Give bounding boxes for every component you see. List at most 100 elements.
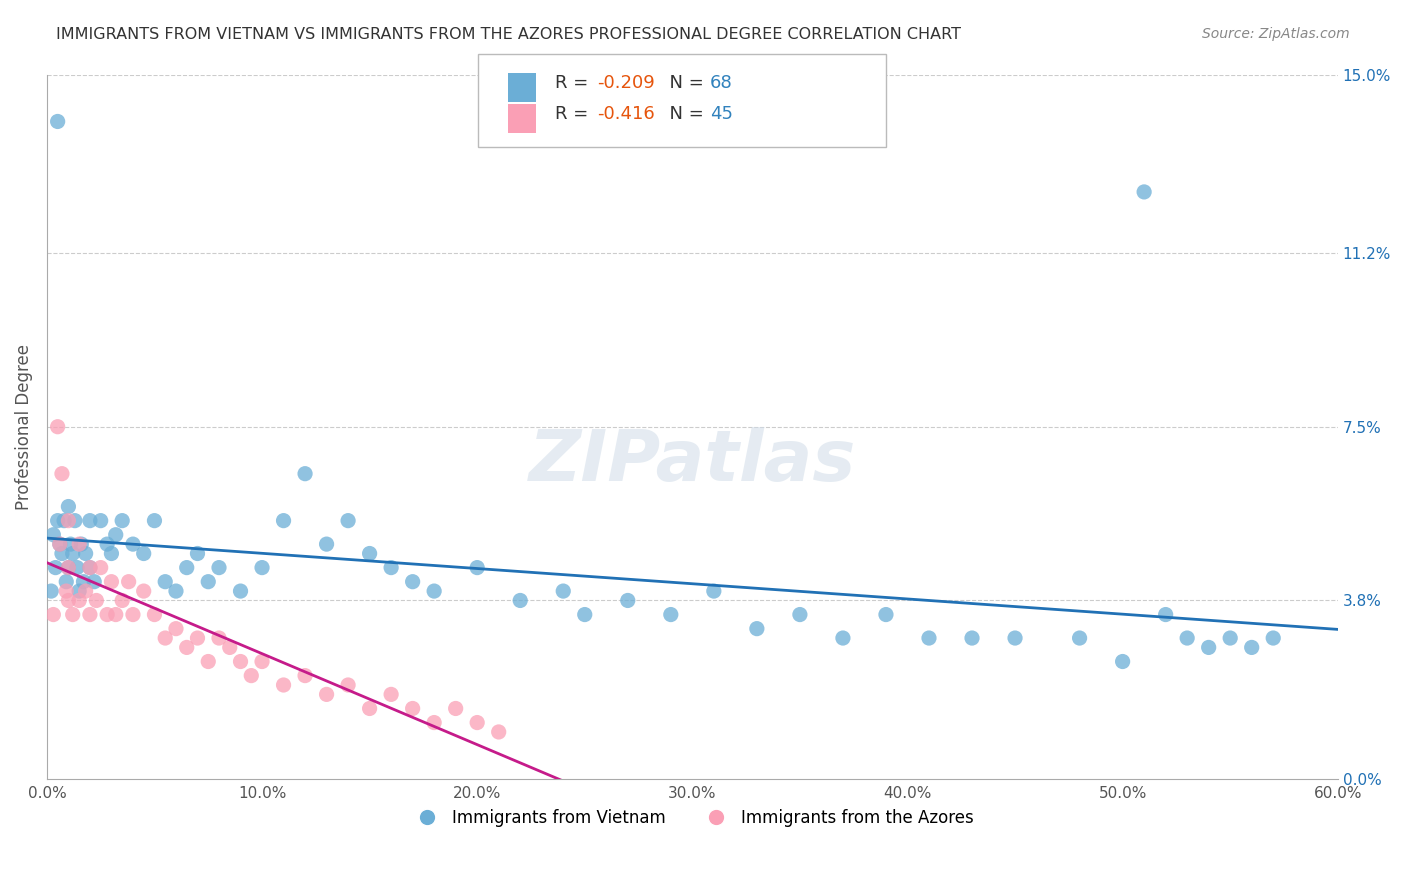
Point	[104, 607, 127, 622]
Point	[465, 715, 488, 730]
Point	[59, 537, 82, 551]
Point	[176, 640, 198, 655]
Point	[104, 527, 127, 541]
Point	[70, 537, 93, 551]
Point	[51, 467, 73, 481]
Point	[617, 593, 640, 607]
Point	[659, 607, 682, 622]
Point	[359, 547, 381, 561]
Point	[703, 584, 725, 599]
Point	[90, 560, 112, 574]
Point	[51, 547, 73, 561]
Point	[1240, 640, 1263, 655]
Point	[218, 640, 240, 655]
Point	[75, 584, 97, 599]
Point	[789, 607, 811, 622]
Point	[1219, 631, 1241, 645]
Point	[58, 593, 80, 607]
Point	[423, 584, 446, 599]
Point	[58, 500, 80, 514]
Point	[63, 514, 86, 528]
Point	[875, 607, 897, 622]
Point	[509, 593, 531, 607]
Point	[79, 560, 101, 574]
Text: -0.209: -0.209	[598, 74, 655, 92]
Point	[250, 655, 273, 669]
Point	[58, 560, 80, 574]
Text: N =: N =	[658, 105, 710, 123]
Point	[122, 607, 145, 622]
Point	[176, 560, 198, 574]
Point	[62, 607, 84, 622]
Text: 68: 68	[710, 74, 733, 92]
Point	[79, 607, 101, 622]
Point	[229, 655, 252, 669]
Point	[96, 537, 118, 551]
Point	[745, 622, 768, 636]
Point	[132, 584, 155, 599]
Point	[66, 560, 89, 574]
Point	[143, 607, 166, 622]
Point	[1198, 640, 1220, 655]
Point	[197, 655, 219, 669]
Text: IMMIGRANTS FROM VIETNAM VS IMMIGRANTS FROM THE AZORES PROFESSIONAL DEGREE CORREL: IMMIGRANTS FROM VIETNAM VS IMMIGRANTS FR…	[56, 27, 962, 42]
Point	[1154, 607, 1177, 622]
Point	[186, 631, 208, 645]
Point	[67, 584, 90, 599]
Point	[337, 514, 360, 528]
Point	[186, 547, 208, 561]
Point	[197, 574, 219, 589]
Point	[1263, 631, 1285, 645]
Point	[55, 584, 77, 599]
Point	[49, 537, 72, 551]
Y-axis label: Professional Degree: Professional Degree	[15, 343, 32, 509]
Point	[208, 560, 231, 574]
Point	[240, 668, 263, 682]
Point	[42, 527, 65, 541]
Point	[380, 687, 402, 701]
Point	[79, 560, 101, 574]
Point	[72, 574, 94, 589]
Point	[918, 631, 941, 645]
Point	[46, 514, 69, 528]
Point	[294, 467, 316, 481]
Point	[165, 584, 187, 599]
Point	[117, 574, 139, 589]
Point	[960, 631, 983, 645]
Point	[1004, 631, 1026, 645]
Point	[250, 560, 273, 574]
Point	[58, 560, 80, 574]
Text: 45: 45	[710, 105, 733, 123]
Point	[100, 547, 122, 561]
Point	[488, 725, 510, 739]
Point	[155, 631, 177, 645]
Point	[143, 514, 166, 528]
Point	[90, 514, 112, 528]
Point	[294, 668, 316, 682]
Text: R =: R =	[555, 105, 595, 123]
Legend: Immigrants from Vietnam, Immigrants from the Azores: Immigrants from Vietnam, Immigrants from…	[404, 803, 980, 834]
Point	[67, 537, 90, 551]
Point	[53, 514, 76, 528]
Point	[79, 514, 101, 528]
Point	[122, 537, 145, 551]
Point	[380, 560, 402, 574]
Point	[1069, 631, 1091, 645]
Text: Source: ZipAtlas.com: Source: ZipAtlas.com	[1202, 27, 1350, 41]
Point	[67, 593, 90, 607]
Point	[832, 631, 855, 645]
Point	[1111, 655, 1133, 669]
Point	[62, 547, 84, 561]
Point	[401, 701, 423, 715]
Point	[39, 584, 62, 599]
Point	[58, 514, 80, 528]
Point	[55, 574, 77, 589]
Point	[1133, 185, 1156, 199]
Point	[96, 607, 118, 622]
Point	[1175, 631, 1198, 645]
Point	[553, 584, 575, 599]
Point	[273, 514, 295, 528]
Point	[100, 574, 122, 589]
Point	[46, 114, 69, 128]
Point	[465, 560, 488, 574]
